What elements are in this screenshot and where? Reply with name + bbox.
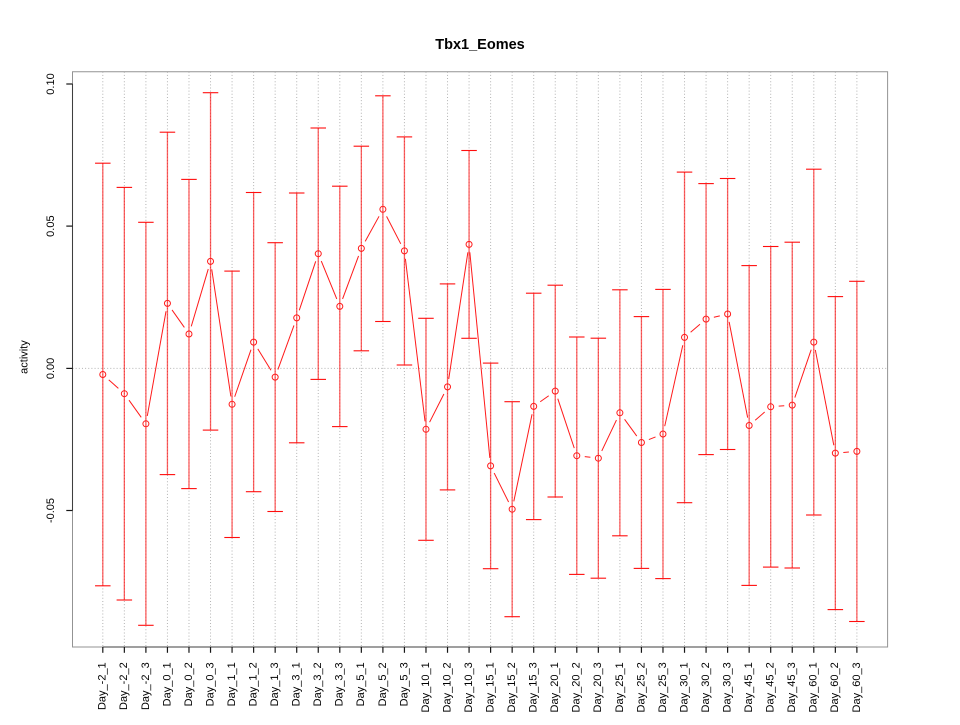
svg-text:Day_60_2: Day_60_2: [829, 662, 841, 712]
svg-text:Day_5_2: Day_5_2: [377, 662, 389, 706]
svg-text:Day_3_2: Day_3_2: [312, 662, 324, 706]
svg-text:Day_30_1: Day_30_1: [678, 662, 690, 712]
svg-text:Day_45_2: Day_45_2: [765, 662, 777, 712]
svg-text:Day_3_3: Day_3_3: [334, 662, 346, 706]
svg-text:activity: activity: [19, 340, 31, 374]
svg-text:Day_10_1: Day_10_1: [420, 662, 432, 712]
svg-text:0.05: 0.05: [45, 215, 57, 236]
svg-text:0.00: 0.00: [45, 358, 57, 379]
svg-text:Day_60_1: Day_60_1: [808, 662, 820, 712]
svg-text:Day_60_3: Day_60_3: [851, 662, 863, 712]
svg-text:Day_0_3: Day_0_3: [204, 662, 216, 706]
svg-text:0.10: 0.10: [45, 73, 57, 94]
svg-text:Day_1_3: Day_1_3: [269, 662, 281, 706]
svg-text:Day_10_3: Day_10_3: [463, 662, 475, 712]
svg-text:Day_10_2: Day_10_2: [441, 662, 453, 712]
svg-text:Day_30_2: Day_30_2: [700, 662, 712, 712]
svg-text:Day_15_2: Day_15_2: [506, 662, 518, 712]
svg-text:Day_-2_2: Day_-2_2: [118, 662, 130, 710]
svg-text:Day_5_1: Day_5_1: [355, 662, 367, 706]
svg-text:Day_1_1: Day_1_1: [226, 662, 238, 706]
svg-text:Day_45_1: Day_45_1: [743, 662, 755, 712]
svg-text:Day_0_1: Day_0_1: [161, 662, 173, 706]
svg-text:Day_25_2: Day_25_2: [635, 662, 647, 712]
svg-text:Day_20_3: Day_20_3: [592, 662, 604, 712]
svg-text:Day_-2_1: Day_-2_1: [97, 662, 109, 710]
svg-text:Day_3_1: Day_3_1: [291, 662, 303, 706]
svg-text:Day_15_1: Day_15_1: [485, 662, 497, 712]
svg-text:Day_45_3: Day_45_3: [786, 662, 798, 712]
svg-text:Day_25_1: Day_25_1: [614, 662, 626, 712]
svg-text:Day_15_3: Day_15_3: [528, 662, 540, 712]
svg-text:Day_25_3: Day_25_3: [657, 662, 669, 712]
svg-text:Day_1_2: Day_1_2: [248, 662, 260, 706]
svg-text:Day_30_3: Day_30_3: [722, 662, 734, 712]
svg-text:Day_-2_3: Day_-2_3: [140, 662, 152, 710]
svg-text:Day_20_1: Day_20_1: [549, 662, 561, 712]
svg-text:Day_20_2: Day_20_2: [571, 662, 583, 712]
svg-text:-0.05: -0.05: [45, 498, 57, 523]
svg-text:Day_5_3: Day_5_3: [398, 662, 410, 706]
svg-text:Day_0_2: Day_0_2: [183, 662, 195, 706]
svg-text:Tbx1_Eomes: Tbx1_Eomes: [435, 37, 524, 53]
